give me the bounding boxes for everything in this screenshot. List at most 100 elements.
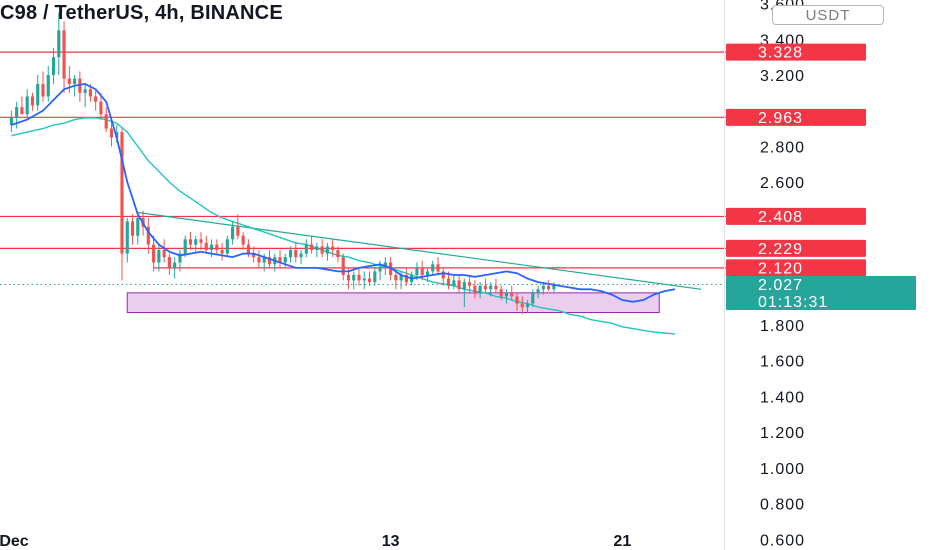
candle[interactable] xyxy=(99,92,103,120)
candle[interactable] xyxy=(120,128,124,281)
candle[interactable] xyxy=(20,96,24,115)
candle[interactable] xyxy=(9,110,13,133)
price-level-tag[interactable]: 3.328 xyxy=(726,43,866,62)
candle[interactable] xyxy=(468,275,472,293)
candle[interactable] xyxy=(178,250,182,272)
candle-body xyxy=(415,267,419,275)
candle[interactable] xyxy=(273,253,277,272)
candle[interactable] xyxy=(494,278,498,293)
candle-body xyxy=(125,221,129,254)
candle[interactable] xyxy=(283,253,287,268)
candle[interactable] xyxy=(30,92,35,111)
candle[interactable] xyxy=(215,239,219,254)
candle[interactable] xyxy=(173,257,177,279)
price-level-tag[interactable]: 2.963 xyxy=(726,108,866,127)
candle[interactable] xyxy=(15,101,19,129)
candle[interactable] xyxy=(136,214,140,245)
candle[interactable] xyxy=(299,250,303,265)
candle[interactable] xyxy=(109,119,114,147)
candle-body xyxy=(173,262,177,268)
price-level-tag[interactable]: 2.408 xyxy=(726,207,866,226)
candle[interactable] xyxy=(78,71,82,102)
candle[interactable] xyxy=(25,89,29,120)
candle[interactable] xyxy=(504,289,509,304)
candle[interactable] xyxy=(188,232,193,250)
candle[interactable] xyxy=(431,260,435,275)
candle[interactable] xyxy=(94,89,98,111)
candle[interactable] xyxy=(204,235,208,254)
candle[interactable] xyxy=(394,271,398,290)
candle[interactable] xyxy=(373,267,377,286)
candle-body xyxy=(109,128,114,138)
candle[interactable] xyxy=(51,48,56,84)
candle-body xyxy=(452,280,456,286)
candle[interactable] xyxy=(104,107,108,133)
candle[interactable] xyxy=(183,235,187,258)
candle[interactable] xyxy=(441,267,445,286)
range-zone[interactable] xyxy=(126,292,660,314)
candle[interactable] xyxy=(483,278,487,293)
candle[interactable] xyxy=(320,239,324,258)
candle[interactable] xyxy=(225,235,229,258)
candle[interactable] xyxy=(515,292,519,311)
candle[interactable] xyxy=(125,217,129,263)
candle[interactable] xyxy=(520,296,524,315)
candle[interactable] xyxy=(162,239,166,263)
candle[interactable] xyxy=(130,214,135,245)
candle[interactable] xyxy=(194,235,198,254)
candle[interactable] xyxy=(457,275,461,293)
candle[interactable] xyxy=(236,214,240,240)
candle[interactable] xyxy=(157,244,161,272)
candle[interactable] xyxy=(341,253,345,281)
candle[interactable] xyxy=(331,239,335,258)
candle[interactable] xyxy=(57,12,61,76)
candle[interactable] xyxy=(199,232,203,250)
candle[interactable] xyxy=(352,271,356,290)
candle[interactable] xyxy=(536,285,540,299)
candle[interactable] xyxy=(462,278,466,308)
trend-line[interactable] xyxy=(137,211,702,290)
candle[interactable] xyxy=(510,285,514,300)
candle[interactable] xyxy=(525,300,530,313)
candle[interactable] xyxy=(304,239,308,258)
candle[interactable] xyxy=(152,235,156,272)
candle[interactable] xyxy=(336,246,340,263)
candle[interactable] xyxy=(220,242,224,261)
price-level-tag[interactable]: 2.120 xyxy=(726,259,866,277)
candle[interactable] xyxy=(499,285,503,300)
candle[interactable] xyxy=(146,217,150,254)
candle[interactable] xyxy=(531,289,535,308)
candle[interactable] xyxy=(294,242,298,263)
candle[interactable] xyxy=(46,66,50,102)
candle[interactable] xyxy=(62,21,66,93)
candle[interactable] xyxy=(547,280,551,292)
candle[interactable] xyxy=(241,232,245,250)
candle[interactable] xyxy=(36,75,40,111)
candle[interactable] xyxy=(541,282,545,295)
candle[interactable] xyxy=(473,280,477,299)
candle[interactable] xyxy=(357,267,361,286)
candle[interactable] xyxy=(278,250,282,268)
candle[interactable] xyxy=(315,242,319,258)
candle-body xyxy=(15,107,19,118)
candle[interactable] xyxy=(436,257,440,275)
candle[interactable] xyxy=(362,271,366,290)
candle[interactable] xyxy=(288,246,293,263)
candle[interactable] xyxy=(310,235,314,254)
price-level-tag[interactable]: 2.229 xyxy=(726,239,866,258)
candle[interactable] xyxy=(167,253,171,275)
candle[interactable] xyxy=(452,275,456,290)
currency-selector-button[interactable]: USDT xyxy=(772,5,884,25)
candle[interactable] xyxy=(489,282,493,297)
candle[interactable] xyxy=(257,250,261,268)
candle[interactable] xyxy=(478,282,482,299)
candle[interactable] xyxy=(367,271,372,286)
candle[interactable] xyxy=(41,71,45,102)
candle-body xyxy=(146,226,150,245)
candle[interactable] xyxy=(325,242,329,261)
candle[interactable] xyxy=(231,221,235,245)
candle[interactable] xyxy=(83,83,87,108)
candle[interactable] xyxy=(67,66,71,93)
